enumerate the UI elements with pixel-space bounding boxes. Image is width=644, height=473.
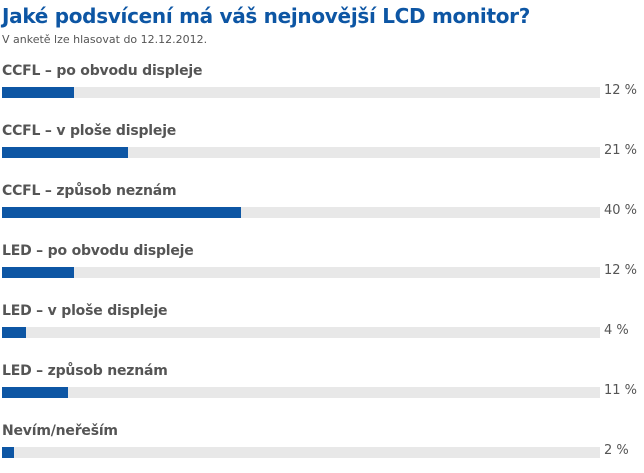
result-bar-fill <box>2 267 74 278</box>
option-label: LED – po obvodu displeje <box>2 243 194 259</box>
result-bar-fill <box>2 207 242 218</box>
result-bar-fill <box>2 447 14 458</box>
poll-option: LED – po obvodu displeje 12 % <box>0 243 644 293</box>
result-bar-track <box>2 267 600 278</box>
poll-deadline: V anketě lze hlasovat do 12.12.2012. <box>2 33 208 46</box>
poll-option: CCFL – způsob neznám 40 % <box>0 183 644 233</box>
option-label: CCFL – po obvodu displeje <box>2 63 203 79</box>
result-bar-track <box>2 147 600 158</box>
result-bar-fill <box>2 327 26 338</box>
option-label: LED – způsob neznám <box>2 363 168 379</box>
option-label: CCFL – způsob neznám <box>2 183 177 199</box>
option-percent: 12 % <box>604 83 638 98</box>
poll-option: Nevím/neřeším 2 % <box>0 423 644 473</box>
result-bar-track <box>2 87 600 98</box>
option-percent: 12 % <box>604 263 638 278</box>
poll-option: LED – způsob neznám 11 % <box>0 363 644 413</box>
poll-option: CCFL – po obvodu displeje 12 % <box>0 63 644 113</box>
option-percent: 4 % <box>604 323 629 338</box>
option-label: Nevím/neřeším <box>2 423 118 439</box>
result-bar-fill <box>2 387 68 398</box>
poll-title: Jaké podsvícení má váš nejnovější LCD mo… <box>2 4 531 28</box>
result-bar-track <box>2 447 600 458</box>
result-bar-track <box>2 327 600 338</box>
poll-option: LED – v ploše displeje 4 % <box>0 303 644 353</box>
option-percent: 40 % <box>604 203 638 218</box>
result-bar-track <box>2 387 600 398</box>
option-label: LED – v ploše displeje <box>2 303 168 319</box>
result-bar-fill <box>2 87 74 98</box>
option-label: CCFL – v ploše displeje <box>2 123 177 139</box>
result-bar-fill <box>2 147 128 158</box>
result-bar-track <box>2 207 600 218</box>
option-percent: 11 % <box>604 383 638 398</box>
option-percent: 2 % <box>604 443 629 458</box>
option-percent: 21 % <box>604 143 638 158</box>
poll-option: CCFL – v ploše displeje 21 % <box>0 123 644 173</box>
